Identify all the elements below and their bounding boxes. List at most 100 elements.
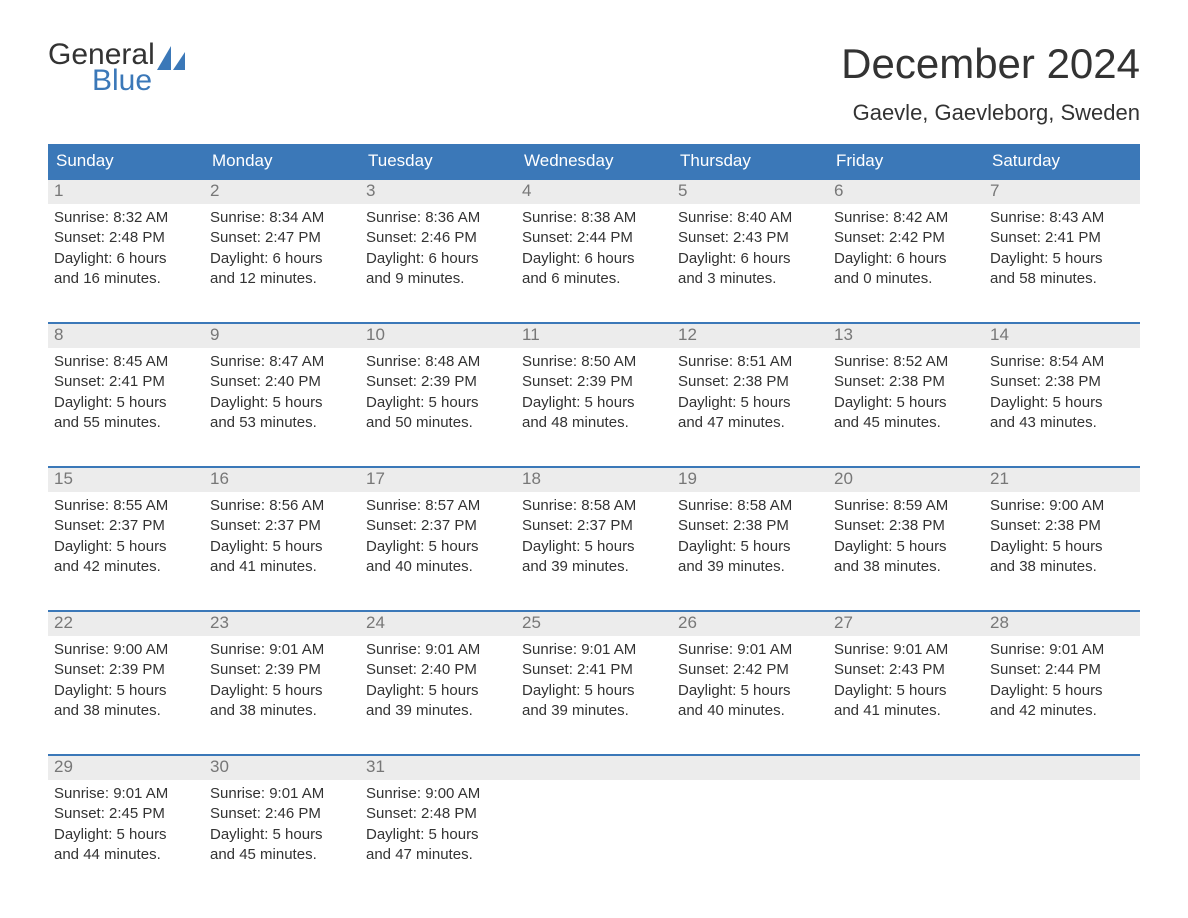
logo: General Blue [48,40,185,96]
day-sunset: Sunset: 2:47 PM [210,228,354,248]
calendar-week: 29Sunrise: 9:01 AMSunset: 2:45 PMDayligh… [48,754,1140,876]
day-daylight1: Daylight: 5 hours [990,393,1134,413]
day-sunrise: Sunrise: 8:52 AM [834,352,978,372]
day-daylight1: Daylight: 5 hours [834,393,978,413]
day-daylight2: and 12 minutes. [210,269,354,289]
weekday-header: Tuesday [360,144,516,178]
day-sunset: Sunset: 2:38 PM [834,372,978,392]
day-details [672,780,828,788]
calendar-week: 22Sunrise: 9:00 AMSunset: 2:39 PMDayligh… [48,610,1140,732]
day-sunrise: Sunrise: 9:00 AM [990,496,1134,516]
day-daylight2: and 40 minutes. [366,557,510,577]
day-sunrise: Sunrise: 8:43 AM [990,208,1134,228]
day-details: Sunrise: 8:48 AMSunset: 2:39 PMDaylight:… [360,348,516,437]
day-details: Sunrise: 9:00 AMSunset: 2:48 PMDaylight:… [360,780,516,869]
day-daylight2: and 16 minutes. [54,269,198,289]
day-sunset: Sunset: 2:46 PM [210,804,354,824]
calendar-day: 13Sunrise: 8:52 AMSunset: 2:38 PMDayligh… [828,324,984,444]
day-details: Sunrise: 9:01 AMSunset: 2:39 PMDaylight:… [204,636,360,725]
day-details: Sunrise: 9:01 AMSunset: 2:40 PMDaylight:… [360,636,516,725]
day-daylight2: and 45 minutes. [834,413,978,433]
day-daylight2: and 50 minutes. [366,413,510,433]
day-details: Sunrise: 8:58 AMSunset: 2:37 PMDaylight:… [516,492,672,581]
day-daylight1: Daylight: 5 hours [366,537,510,557]
day-details: Sunrise: 8:42 AMSunset: 2:42 PMDaylight:… [828,204,984,293]
day-sunset: Sunset: 2:37 PM [210,516,354,536]
day-details: Sunrise: 9:01 AMSunset: 2:44 PMDaylight:… [984,636,1140,725]
calendar-day: 5Sunrise: 8:40 AMSunset: 2:43 PMDaylight… [672,180,828,300]
day-daylight2: and 55 minutes. [54,413,198,433]
day-daylight1: Daylight: 5 hours [54,537,198,557]
day-number: 16 [204,468,360,492]
day-sunrise: Sunrise: 8:32 AM [54,208,198,228]
calendar-day: 6Sunrise: 8:42 AMSunset: 2:42 PMDaylight… [828,180,984,300]
calendar-day [828,756,984,876]
day-daylight2: and 45 minutes. [210,845,354,865]
day-daylight1: Daylight: 5 hours [678,393,822,413]
day-daylight1: Daylight: 5 hours [678,537,822,557]
day-number: 11 [516,324,672,348]
calendar-day: 18Sunrise: 8:58 AMSunset: 2:37 PMDayligh… [516,468,672,588]
calendar-day [672,756,828,876]
day-number: 10 [360,324,516,348]
day-details: Sunrise: 8:57 AMSunset: 2:37 PMDaylight:… [360,492,516,581]
calendar-day: 8Sunrise: 8:45 AMSunset: 2:41 PMDaylight… [48,324,204,444]
day-sunset: Sunset: 2:43 PM [834,660,978,680]
day-details: Sunrise: 9:01 AMSunset: 2:45 PMDaylight:… [48,780,204,869]
day-details: Sunrise: 8:54 AMSunset: 2:38 PMDaylight:… [984,348,1140,437]
day-sunrise: Sunrise: 8:34 AM [210,208,354,228]
day-sunset: Sunset: 2:38 PM [678,372,822,392]
day-details: Sunrise: 8:38 AMSunset: 2:44 PMDaylight:… [516,204,672,293]
day-details: Sunrise: 9:00 AMSunset: 2:38 PMDaylight:… [984,492,1140,581]
day-daylight1: Daylight: 5 hours [990,537,1134,557]
day-sunrise: Sunrise: 8:36 AM [366,208,510,228]
day-sunrise: Sunrise: 8:55 AM [54,496,198,516]
day-details: Sunrise: 8:55 AMSunset: 2:37 PMDaylight:… [48,492,204,581]
day-sunrise: Sunrise: 8:51 AM [678,352,822,372]
day-daylight2: and 44 minutes. [54,845,198,865]
day-sunset: Sunset: 2:41 PM [522,660,666,680]
day-number: 30 [204,756,360,780]
day-sunrise: Sunrise: 9:01 AM [54,784,198,804]
day-daylight2: and 41 minutes. [210,557,354,577]
calendar-day: 27Sunrise: 9:01 AMSunset: 2:43 PMDayligh… [828,612,984,732]
calendar-day: 16Sunrise: 8:56 AMSunset: 2:37 PMDayligh… [204,468,360,588]
day-number: 5 [672,180,828,204]
day-details [516,780,672,788]
day-daylight2: and 39 minutes. [522,701,666,721]
day-daylight1: Daylight: 6 hours [522,249,666,269]
day-daylight2: and 47 minutes. [678,413,822,433]
day-daylight1: Daylight: 5 hours [54,393,198,413]
day-daylight1: Daylight: 6 hours [54,249,198,269]
day-number: 8 [48,324,204,348]
calendar-day: 23Sunrise: 9:01 AMSunset: 2:39 PMDayligh… [204,612,360,732]
day-sunset: Sunset: 2:42 PM [834,228,978,248]
day-daylight2: and 42 minutes. [54,557,198,577]
day-sunset: Sunset: 2:38 PM [990,516,1134,536]
location-subtitle: Gaevle, Gaevleborg, Sweden [48,100,1140,126]
day-sunrise: Sunrise: 8:50 AM [522,352,666,372]
day-daylight2: and 39 minutes. [678,557,822,577]
day-sunset: Sunset: 2:44 PM [522,228,666,248]
calendar-day: 25Sunrise: 9:01 AMSunset: 2:41 PMDayligh… [516,612,672,732]
day-details: Sunrise: 9:01 AMSunset: 2:41 PMDaylight:… [516,636,672,725]
day-details: Sunrise: 8:50 AMSunset: 2:39 PMDaylight:… [516,348,672,437]
day-number: 19 [672,468,828,492]
weekday-header: Saturday [984,144,1140,178]
day-sunset: Sunset: 2:42 PM [678,660,822,680]
day-sunset: Sunset: 2:38 PM [834,516,978,536]
day-sunrise: Sunrise: 8:40 AM [678,208,822,228]
day-sunset: Sunset: 2:38 PM [678,516,822,536]
day-sunrise: Sunrise: 9:00 AM [366,784,510,804]
calendar-day: 22Sunrise: 9:00 AMSunset: 2:39 PMDayligh… [48,612,204,732]
day-details: Sunrise: 8:51 AMSunset: 2:38 PMDaylight:… [672,348,828,437]
day-number: 23 [204,612,360,636]
day-number: 1 [48,180,204,204]
day-number: 29 [48,756,204,780]
day-sunset: Sunset: 2:37 PM [366,516,510,536]
day-details: Sunrise: 8:58 AMSunset: 2:38 PMDaylight:… [672,492,828,581]
calendar-day: 29Sunrise: 9:01 AMSunset: 2:45 PMDayligh… [48,756,204,876]
day-sunrise: Sunrise: 8:58 AM [678,496,822,516]
calendar-day: 20Sunrise: 8:59 AMSunset: 2:38 PMDayligh… [828,468,984,588]
weekday-header: Sunday [48,144,204,178]
